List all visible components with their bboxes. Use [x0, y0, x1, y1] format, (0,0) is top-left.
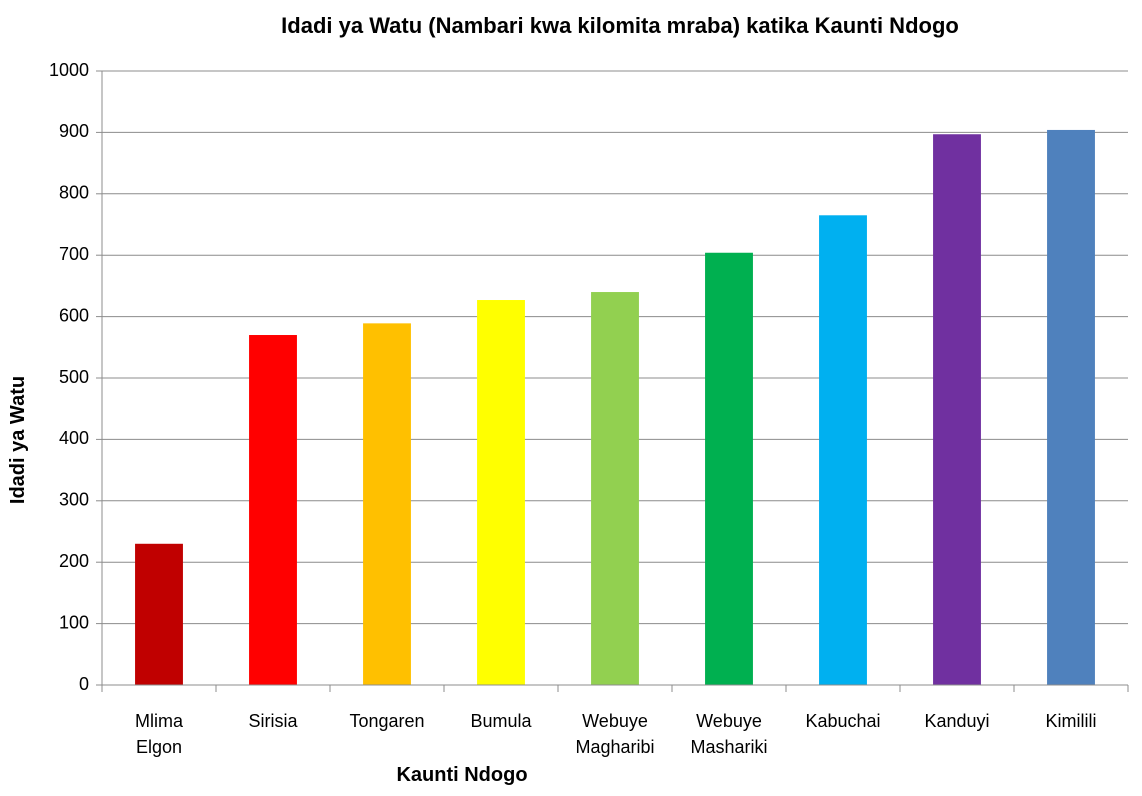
bar — [249, 335, 297, 685]
bar — [819, 215, 867, 686]
bar — [591, 292, 639, 685]
y-tick-label: 500 — [59, 367, 89, 387]
y-tick-label: 800 — [59, 183, 89, 203]
y-tick-label: 900 — [59, 121, 89, 141]
x-tick-label: Kabuchai — [805, 711, 881, 731]
x-tick-label: Kimilili — [1045, 711, 1097, 731]
y-tick-label: 300 — [59, 490, 89, 510]
x-tick-label: Tongaren — [349, 711, 425, 731]
bar — [477, 300, 525, 685]
bar — [933, 134, 981, 685]
bar — [705, 252, 753, 685]
y-tick-label: 200 — [59, 551, 89, 571]
x-tick-label: Mlima Elgon — [135, 711, 183, 757]
x-tick-label: Sirisia — [248, 711, 298, 731]
x-tick-label: Bumula — [470, 711, 532, 731]
x-axis-title: Kaunti Ndogo — [396, 764, 528, 786]
y-tick-label: 700 — [59, 244, 89, 264]
y-tick-label: 0 — [79, 674, 89, 694]
x-tick-label: Webuye Mashariki — [690, 711, 768, 757]
y-tick-label: 100 — [59, 612, 89, 632]
bar — [135, 543, 183, 685]
y-tick-label: 400 — [59, 428, 89, 448]
y-tick-label: 1000 — [49, 60, 89, 80]
chart-title: Idadi ya Watu (Nambari kwa kilomita mrab… — [281, 13, 959, 38]
y-tick-label: 600 — [59, 305, 89, 325]
y-axis-title: Idadi ya Watu — [7, 375, 29, 505]
bar — [363, 323, 411, 685]
bar — [1047, 129, 1095, 686]
x-tick-label: Webuye Magharibi — [575, 711, 655, 757]
x-tick-label: Kanduyi — [924, 711, 990, 731]
